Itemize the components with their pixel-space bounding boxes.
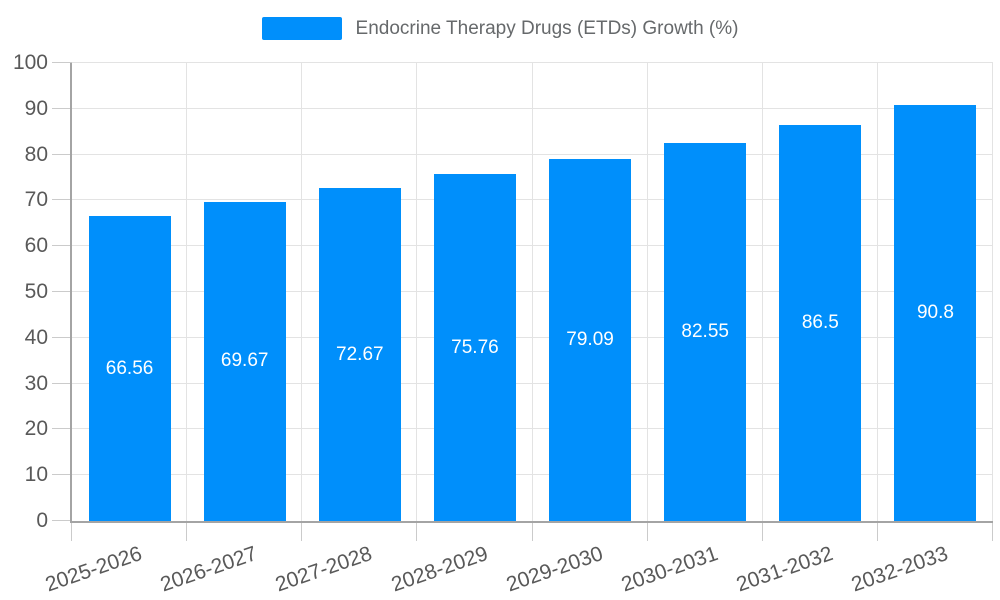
x-tick <box>71 521 72 541</box>
y-grid-line <box>72 199 993 201</box>
x-grid-line <box>876 63 878 521</box>
y-tick-label: 60 <box>24 234 48 258</box>
y-tick <box>52 291 72 292</box>
y-grid-line <box>72 245 993 247</box>
bar-value-label: 82.55 <box>681 320 729 342</box>
bar[interactable] <box>549 158 632 521</box>
x-axis-label: 2030-2031 <box>618 542 721 597</box>
x-grid-line <box>186 63 188 521</box>
y-tick-label: 70 <box>24 188 48 212</box>
y-grid-line <box>72 474 993 476</box>
y-tick <box>52 107 72 109</box>
y-tick-label: 90 <box>24 96 48 120</box>
y-grid-line <box>72 62 993 63</box>
bar[interactable] <box>88 216 171 521</box>
y-tick <box>52 245 72 247</box>
y-tick-label: 20 <box>24 417 48 441</box>
x-grid-line <box>416 63 418 521</box>
y-tick-label: 0 <box>36 509 48 532</box>
y-grid-line <box>72 291 993 292</box>
y-grid-line <box>72 153 993 155</box>
bar-value-label: 72.67 <box>336 343 384 365</box>
y-grid-line <box>72 382 993 384</box>
bar[interactable] <box>433 174 516 521</box>
x-grid-line <box>646 63 648 521</box>
x-axis-label: 2027-2028 <box>272 542 376 597</box>
y-tick-label: 30 <box>24 371 48 395</box>
bar-value-label: 90.8 <box>916 302 954 324</box>
x-axis-label: 2028-2029 <box>387 542 491 597</box>
y-tick <box>52 382 72 384</box>
y-tick <box>52 428 72 430</box>
y-grid-line <box>72 428 993 430</box>
y-tick <box>52 336 72 338</box>
chart-legend[interactable]: Endocrine Therapy Drugs (ETDs) Growth (%… <box>0 17 1000 40</box>
y-tick <box>52 474 72 476</box>
x-grid-line <box>761 63 763 521</box>
x-axis-label: 2026-2027 <box>157 542 261 597</box>
x-axis-label: 2031-2032 <box>733 542 836 597</box>
y-tick <box>52 62 72 63</box>
bar-value-label: 69.67 <box>220 350 269 372</box>
x-tick <box>186 521 188 541</box>
y-tick <box>52 153 72 155</box>
y-axis-line <box>70 63 72 521</box>
bar[interactable] <box>894 105 977 521</box>
y-tick-label: 100 <box>12 51 48 74</box>
legend-swatch <box>261 17 342 40</box>
x-grid-line <box>992 63 993 521</box>
y-grid-line <box>72 107 993 109</box>
y-grid-line <box>72 336 993 338</box>
bar-value-label: 79.09 <box>566 328 614 350</box>
y-tick-label: 50 <box>24 280 48 303</box>
x-grid-line <box>301 63 303 521</box>
x-axis-label: 2029-2030 <box>503 542 606 597</box>
bar[interactable] <box>203 201 286 521</box>
x-tick <box>761 521 763 541</box>
bar-value-label: 75.76 <box>451 336 499 358</box>
y-tick <box>52 520 72 521</box>
bar[interactable] <box>318 188 401 521</box>
y-tick-label: 10 <box>24 463 48 487</box>
x-grid-line <box>531 63 533 521</box>
x-axis-label: 2025-2026 <box>42 542 146 597</box>
bar-value-label: 86.5 <box>801 311 839 333</box>
bar[interactable] <box>779 124 862 521</box>
y-tick <box>52 199 72 201</box>
x-axis-label: 2032-2033 <box>848 542 951 597</box>
y-tick-label: 80 <box>24 142 48 166</box>
bar-value-label: 66.56 <box>105 357 154 379</box>
legend-label: Endocrine Therapy Drugs (ETDs) Growth (%… <box>355 18 739 39</box>
bar[interactable] <box>664 142 747 521</box>
y-tick-label: 40 <box>24 325 48 349</box>
x-tick <box>992 521 993 541</box>
x-tick <box>416 521 418 541</box>
x-tick <box>876 521 878 541</box>
x-tick <box>301 521 303 541</box>
x-tick <box>531 521 533 541</box>
x-axis-line <box>70 521 993 523</box>
x-tick <box>646 521 648 541</box>
